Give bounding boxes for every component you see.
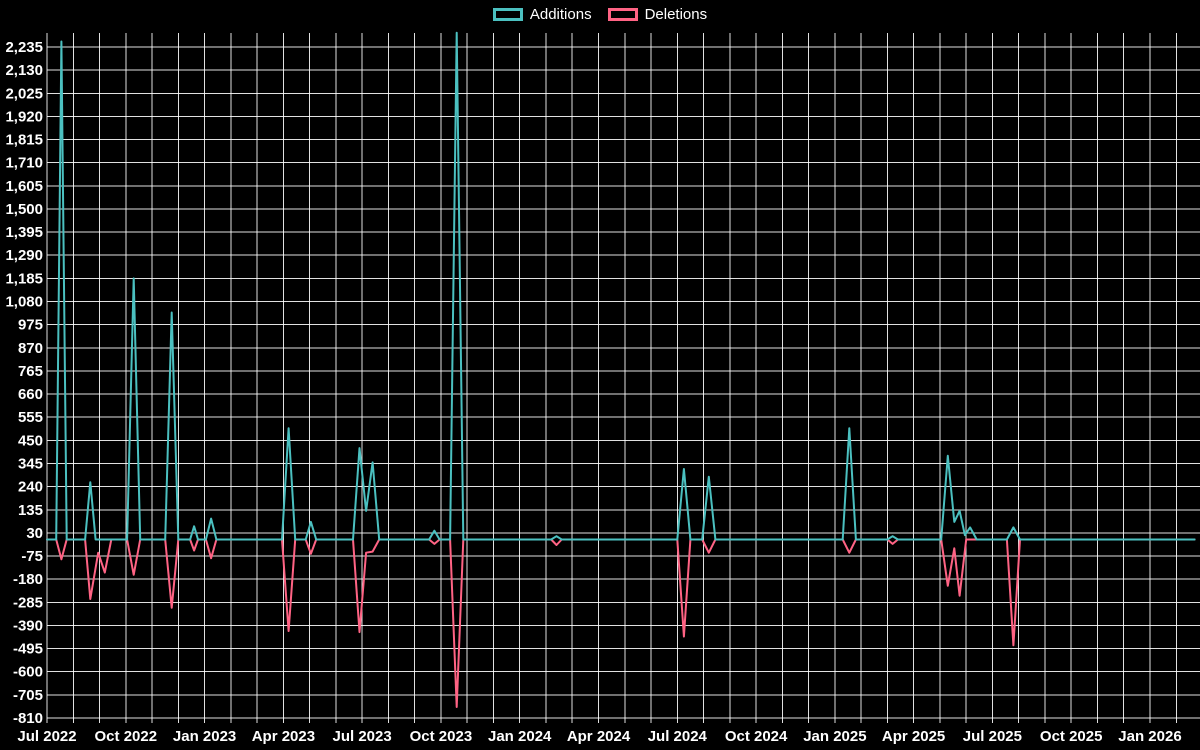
y-axis-tick-label: 1,290 [5,247,43,264]
x-axis-tick-label: Oct 2022 [95,728,158,745]
legend-label-additions: Additions [529,6,592,23]
y-axis-tick-label: 135 [18,502,43,519]
y-axis-tick-label: 2,025 [5,85,43,102]
x-axis-tick-label: Oct 2024 [725,728,788,745]
additions-line [46,31,1196,541]
y-axis-tick-label: 1,710 [5,155,43,172]
legend-label-deletions: Deletions [644,6,708,23]
y-axis-tick-label: 1,500 [5,201,43,218]
y-axis-tick-label: 2,235 [5,39,43,56]
x-axis-tick-label: Jan 2025 [803,728,866,745]
y-axis-tick-label: -285 [13,594,43,611]
y-axis-tick-label: 870 [18,340,43,357]
y-axis-tick-label: -180 [13,571,43,588]
y-axis-tick-label: 345 [18,456,43,473]
y-axis-tick-label: 30 [26,525,43,542]
x-axis-tick-label: Apr 2025 [882,728,945,745]
y-axis-tick-label: 660 [18,386,43,403]
additions-swatch [492,8,523,21]
x-axis-tick-label: Jul 2023 [332,728,391,745]
x-axis-tick-label: Jan 2024 [488,728,552,745]
y-axis-tick-label: -75 [21,548,43,565]
deletions-line [46,538,1196,708]
x-axis-tick-label: Jan 2026 [1118,728,1181,745]
legend-item-additions[interactable]: Additions [492,6,592,23]
x-axis-tick-label: Oct 2023 [410,728,473,745]
legend-item-deletions[interactable]: Deletions [607,6,708,23]
y-axis-tick-label: -495 [13,641,43,658]
x-axis-tick-label: Apr 2024 [567,728,631,745]
y-axis-tick-label: 1,395 [5,224,43,241]
y-axis-tick-label: 1,815 [5,132,43,149]
y-axis-tick-label: -705 [13,687,43,704]
x-axis-tick-label: Jan 2023 [173,728,236,745]
x-axis-tick-label: Jul 2022 [17,728,76,745]
y-axis-tick-label: 765 [18,363,43,380]
y-axis-tick-label: 1,605 [5,178,43,195]
y-axis-tick-label: -600 [13,664,43,681]
y-axis-tick-label: 1,185 [5,270,43,287]
chart-legend: Additions Deletions [0,7,1200,22]
x-axis-tick-label: Oct 2025 [1040,728,1103,745]
y-axis-tick-label: 240 [18,479,43,496]
y-axis-tick-label: -390 [13,617,43,634]
y-axis-tick-label: -810 [13,710,43,727]
y-axis-tick-label: 1,080 [5,294,43,311]
x-axis-tick-label: Jul 2024 [648,728,708,745]
y-axis-tick-label: 975 [18,317,43,334]
y-axis-tick-label: 555 [18,409,43,426]
y-axis-tick-label: 1,920 [5,108,43,125]
x-axis-tick-label: Apr 2023 [252,728,315,745]
deletions-swatch [607,8,638,21]
y-axis-tick-label: 2,130 [5,62,43,79]
x-axis-tick-label: Jul 2025 [963,728,1022,745]
y-axis-tick-label: 450 [18,432,43,449]
